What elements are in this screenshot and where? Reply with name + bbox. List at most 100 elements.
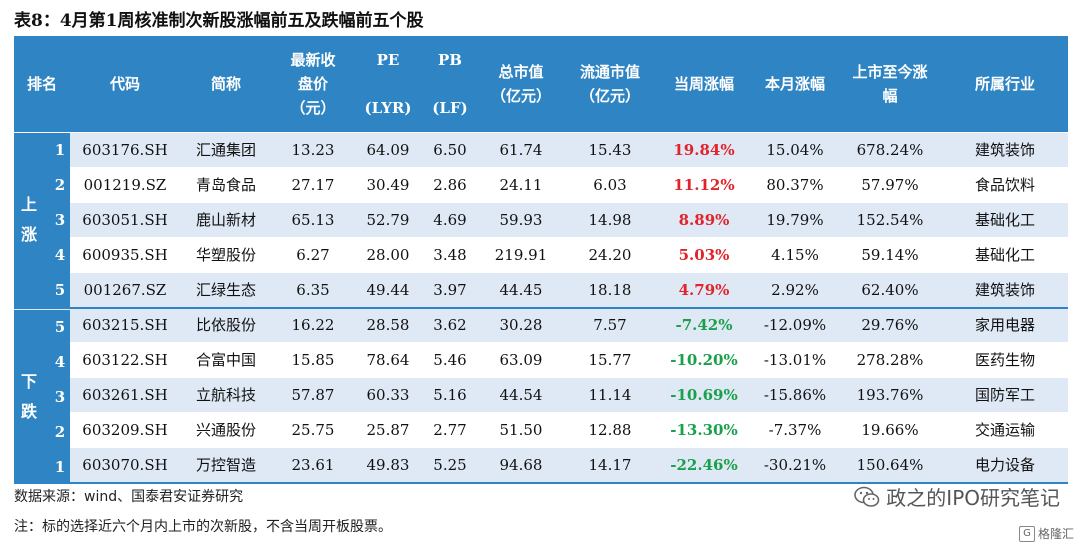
cell-name: 比依股份 — [195, 316, 256, 334]
cell-name: 青岛食品 — [195, 176, 256, 194]
column-header-line: PB — [438, 51, 462, 69]
column-header-line: 总市值 — [498, 63, 544, 81]
group-label-top: 上 — [20, 194, 37, 214]
cell-mcap: 30.28 — [499, 316, 543, 334]
cell-rank: 4 — [54, 246, 66, 264]
cell-month: 80.37% — [766, 176, 824, 194]
cell-mcap: 24.11 — [499, 176, 543, 194]
cell-float-mcap: 15.77 — [588, 351, 632, 369]
column-header-line — [385, 72, 390, 96]
cell-since: 62.40% — [861, 281, 919, 299]
cell-mcap: 61.74 — [499, 141, 543, 159]
column-header-line: 代码 — [109, 75, 140, 93]
cell-pb: 5.16 — [433, 386, 467, 404]
column-header: 当周涨幅 — [656, 36, 752, 132]
cell-pb: 2.86 — [433, 176, 467, 194]
cell-month: -12.09% — [763, 316, 827, 334]
cell-price: 57.87 — [291, 386, 335, 404]
cell-week: 11.12% — [673, 176, 735, 194]
cell-code: 603215.SH — [82, 316, 168, 334]
cell-industry: 医药生物 — [974, 351, 1035, 369]
group-gainers: 上涨 1 2 3 4 5 — [14, 133, 70, 308]
cell-price: 6.27 — [296, 246, 330, 264]
cell-rank: 5 — [54, 318, 66, 336]
cell-since: 29.76% — [861, 316, 919, 334]
column-header: 总市值 （亿元） — [478, 36, 564, 132]
table-row: 603051.SH 鹿山新材 65.13 52.79 4.69 59.93 14.98 8.8… — [14, 203, 1068, 238]
cell-pe: 60.33 — [366, 386, 410, 404]
cell-rank: 4 — [54, 353, 66, 371]
cell-month: 15.04% — [766, 141, 824, 159]
table-bottom-rule — [14, 482, 1068, 484]
group-losers: 下跌 5 4 3 2 1 — [14, 310, 70, 483]
cell-code: 603261.SH — [82, 386, 168, 404]
group-separator — [14, 307, 1068, 309]
cell-industry: 建筑装饰 — [974, 281, 1035, 299]
cell-float-mcap: 14.98 — [588, 211, 632, 229]
cell-month: -13.01% — [763, 351, 827, 369]
cell-week: 5.03% — [678, 246, 730, 264]
cell-name: 鹿山新材 — [195, 211, 256, 229]
cell-since: 57.97% — [861, 176, 919, 194]
cell-price: 27.17 — [291, 176, 335, 194]
column-header: 上市至今涨幅 — [838, 36, 942, 132]
cell-week: 4.79% — [678, 281, 730, 299]
cell-week: -10.69% — [670, 386, 738, 404]
cell-since: 193.76% — [856, 386, 924, 404]
table-row: 001267.SZ 汇绿生态 6.35 49.44 3.97 44.45 18.18 4.79… — [14, 273, 1068, 308]
cell-industry: 交通运输 — [974, 421, 1035, 439]
cell-mcap: 59.93 — [499, 211, 543, 229]
cell-rank: 1 — [54, 141, 66, 159]
cell-pb: 5.46 — [433, 351, 467, 369]
cell-since: 150.64% — [856, 456, 924, 474]
cell-since: 278.28% — [856, 351, 924, 369]
cell-price: 25.75 — [291, 421, 335, 439]
table-row: 603215.SH 比依股份 16.22 28.58 3.62 30.28 7.57 -7.4… — [14, 308, 1068, 343]
cell-code: 603209.SH — [82, 421, 168, 439]
cell-code: 603051.SH — [82, 211, 168, 229]
cell-since: 678.24% — [856, 141, 924, 159]
cell-week: -22.46% — [670, 456, 738, 474]
table-title: 表8：4月第1周核准制次新股涨幅前五及跌幅前五个股 — [14, 11, 424, 31]
column-header-line — [447, 72, 452, 96]
column-header-line: （亿元） — [490, 87, 551, 105]
cell-mcap: 51.50 — [499, 421, 543, 439]
cell-industry: 建筑装饰 — [974, 141, 1035, 159]
table-row: 603261.SH 立航科技 57.87 60.33 5.16 44.54 11.14 -10… — [14, 378, 1068, 413]
cell-mcap: 44.54 — [499, 386, 543, 404]
cell-pe: 28.00 — [366, 246, 410, 264]
cell-month: 4.15% — [771, 246, 819, 264]
cell-industry: 基础化工 — [974, 211, 1035, 229]
cell-week: -7.42% — [675, 316, 733, 334]
cell-pb: 3.48 — [433, 246, 467, 264]
group-label-bottom: 跌 — [20, 401, 37, 421]
wechat-icon — [854, 486, 880, 507]
cell-rank: 2 — [54, 423, 66, 441]
cell-since: 59.14% — [861, 246, 919, 264]
table-row: 603122.SH 合富中国 15.85 78.64 5.46 63.09 15.77 -10… — [14, 343, 1068, 378]
table-body: 603176.SH 汇通集团 13.23 64.09 6.50 61.74 15.43 19.… — [14, 132, 1068, 484]
cell-week: -13.30% — [670, 421, 738, 439]
cell-pe: 25.87 — [366, 421, 410, 439]
cell-float-mcap: 18.18 — [588, 281, 632, 299]
logo-text: 格隆汇 — [1037, 527, 1074, 541]
cell-name: 合富中国 — [195, 351, 256, 369]
table-row: 603176.SH 汇通集团 13.23 64.09 6.50 61.74 15.43 19.… — [14, 133, 1068, 168]
cell-pb: 6.50 — [433, 141, 467, 159]
cell-week: -10.20% — [670, 351, 738, 369]
cell-name: 汇通集团 — [195, 141, 256, 159]
column-header-line: 流通市值 — [579, 63, 640, 81]
watermark: 政之的IPO研究笔记 — [854, 482, 1060, 511]
cell-float-mcap: 7.57 — [593, 316, 627, 334]
cell-month: 2.92% — [771, 281, 819, 299]
column-header-line: (LYR) — [364, 99, 412, 117]
cell-pe: 64.09 — [366, 141, 410, 159]
cell-price: 65.13 — [291, 211, 335, 229]
cell-code: 603122.SH — [82, 351, 168, 369]
column-header: 最新收 盘价 （元） — [272, 36, 354, 132]
cell-pb: 3.62 — [433, 316, 467, 334]
cell-code: 001219.SZ — [83, 176, 167, 194]
cell-pe: 52.79 — [366, 211, 410, 229]
column-header-line: 所属行业 — [974, 75, 1035, 93]
column-header-line: 简称 — [210, 75, 241, 93]
